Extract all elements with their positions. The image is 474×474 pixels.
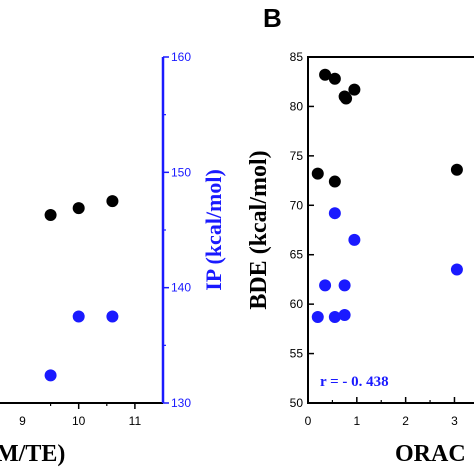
data-point-blue [338,309,351,322]
panel-b-letter: B [263,3,282,33]
data-point-black [72,202,85,215]
y-tick-label: 70 [290,198,304,212]
panel-a: 10 11 9 130 140 150 160 M/TE) IP (kcal/mol) [0,50,226,467]
y-tick-label: 60 [290,297,304,311]
y-tick-label: 50 [290,396,304,410]
right-y-tick-label: 150 [171,165,191,179]
data-point-black [450,163,463,176]
data-point-blue [450,263,463,276]
panel-b-axes-frame [307,56,474,404]
x-tick-label: 10 [72,414,86,428]
data-point-blue [44,369,57,382]
panel-b-x-axis-label: ORAC [395,441,466,467]
data-point-black [311,167,324,180]
x-tick-label: 9 [19,414,26,428]
y-tick-label: 65 [290,248,304,262]
right-y-tick-label: 140 [171,281,191,295]
x-tick-label: 11 [129,414,142,428]
data-point-black [328,72,341,85]
data-point-blue [106,310,119,323]
data-point-blue [328,310,341,323]
data-point-black [106,195,119,208]
correlation-annotation: r = - 0. 438 [320,374,389,390]
x-tick-label: 2 [402,414,409,428]
data-point-black [44,209,57,222]
right-y-tick-label: 130 [171,396,191,410]
panel-a-right-y-ticks: 130 140 150 160 [163,50,191,410]
y-tick-label: 80 [290,99,304,113]
panel-a-points [44,195,119,382]
panel-b-points [311,68,463,323]
panel-a-x-ticks: 10 11 9 [19,403,141,428]
panel-a-x-axis-label: M/TE) [0,441,65,467]
data-point-black [340,92,353,105]
data-point-blue [319,279,332,292]
panel-b-y-axis-label: BDE (kcal/mol) [246,150,272,309]
panel-b: B 0 1 2 3 50 55 60 65 70 75 80 85 r = - 0. 438 BDE… [246,3,474,467]
y-tick-label: 85 [290,50,304,64]
data-point-blue [338,279,351,292]
x-tick-label: 0 [305,414,312,428]
panel-b-y-ticks: 50 55 60 65 70 75 80 85 [290,50,314,410]
data-point-black [319,68,332,81]
data-point-black [348,83,361,96]
panel-b-x-ticks: 0 1 2 3 [305,397,458,428]
y-tick-label: 55 [290,347,304,361]
x-tick-label: 1 [353,414,360,428]
x-tick-label: 3 [451,414,458,428]
data-point-black [328,175,341,188]
panel-a-right-y-axis-label: IP (kcal/mol) [201,169,226,291]
y-tick-label: 75 [290,149,304,163]
data-point-blue [311,310,324,323]
data-point-blue [348,233,361,246]
right-y-tick-label: 160 [171,50,191,64]
data-point-blue [72,310,85,323]
data-point-blue [328,207,341,220]
